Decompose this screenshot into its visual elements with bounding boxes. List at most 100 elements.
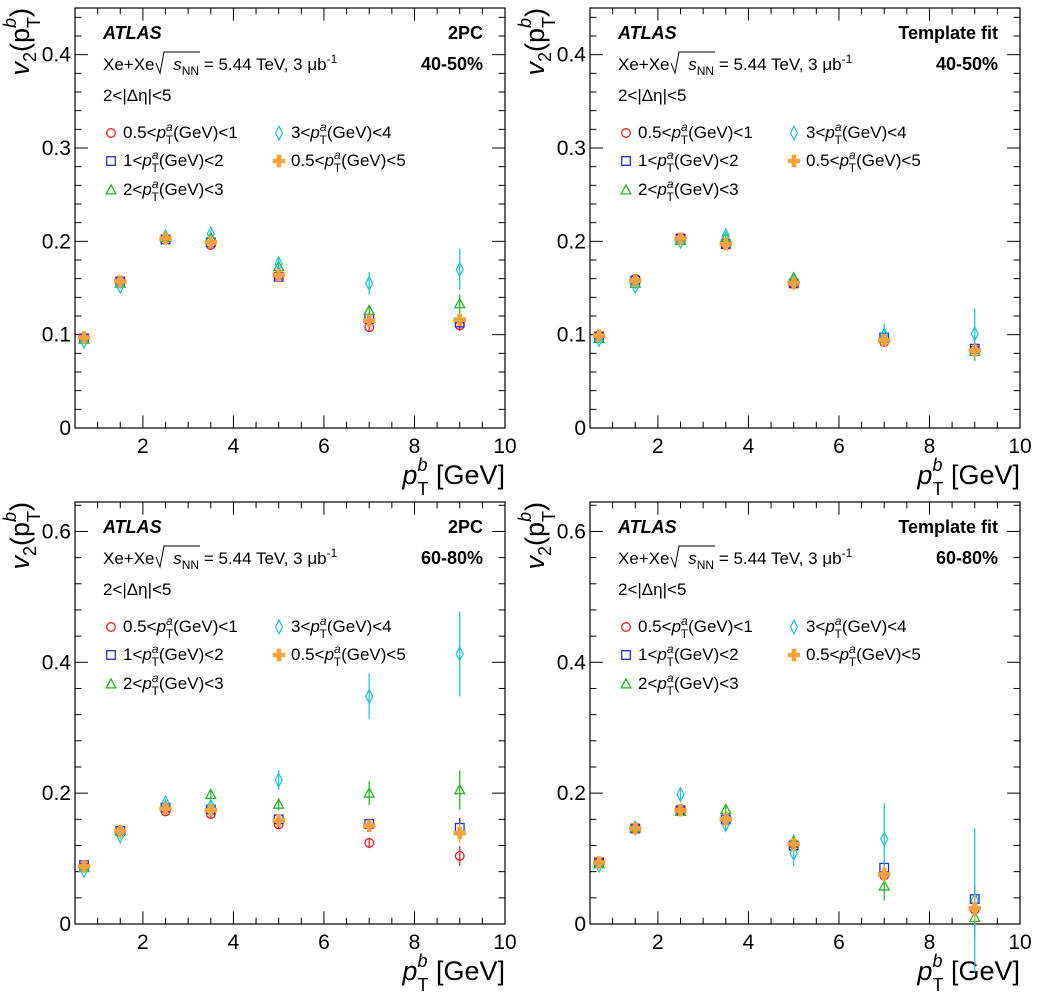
y-tick-label: 0.4 [557, 651, 587, 674]
y-tick-label: 0.6 [557, 520, 586, 543]
data-point [454, 851, 465, 861]
legend-entry: 3<pa T(GeV)<4 [806, 614, 907, 641]
data-point [363, 819, 376, 833]
x-tick-label: 4 [743, 435, 755, 458]
data-point [455, 261, 464, 278]
legend-entry: 2<pa T(GeV)<3 [638, 177, 739, 204]
y-tick-label: 0.6 [42, 520, 71, 543]
panel-3: 2 4 6 8 10 0 0.2 0.4 0.6 pb T [GeV] v2(pb T) ATLAS 2PC… [0, 501, 517, 994]
x-axis-label: pb T [GeV] [401, 951, 505, 994]
data-point [272, 268, 285, 282]
legend-entry: 0.5<pa T(GeV)<5 [806, 642, 921, 669]
series [79, 806, 465, 872]
method-label: Template fit [898, 517, 998, 537]
data-point [77, 860, 91, 873]
series [78, 231, 466, 344]
y-tick-label: 0.2 [42, 230, 71, 253]
legend-entry: 0.5<pa T(GeV)<1 [123, 120, 238, 147]
x-tick-label: 2 [652, 931, 664, 954]
legend-entry: 1<pa T(GeV)<2 [123, 148, 224, 175]
legend-entry: 2<pa T(GeV)<3 [638, 671, 739, 698]
sqrt-sign [670, 545, 715, 569]
y-axis-label: v2(pb T) [515, 8, 559, 76]
data-point [674, 232, 687, 245]
series [79, 233, 465, 343]
data-point [453, 313, 466, 326]
legend-marker [105, 183, 117, 195]
data-point [719, 237, 732, 251]
legend-marker [106, 156, 116, 166]
panel-4: 2 4 6 8 10 0 0.2 0.4 0.6 pb T [GeV] v2(pb T) ATLAS Tem… [515, 501, 1032, 994]
x-tick-label: 6 [318, 931, 330, 954]
system-label: Xe+Xe sNN = 5.44 TeV, 3 μb-1 [618, 546, 853, 572]
legend-marker [272, 154, 286, 168]
atlas-label: ATLAS [102, 517, 162, 537]
y-tick-label: 0.4 [557, 44, 587, 67]
data-point [970, 325, 979, 342]
legend-marker [789, 618, 799, 636]
legend-entry: 1<pa T(GeV)<2 [638, 148, 739, 175]
data-point [592, 856, 606, 869]
y-tick-label: 0.3 [557, 137, 586, 160]
legend-entry: 0.5<pa T(GeV)<5 [291, 148, 406, 175]
x-tick-label: 8 [924, 931, 936, 954]
series [79, 802, 465, 871]
atlas-label: ATLAS [617, 517, 677, 537]
centrality-label: 40-50% [421, 54, 483, 74]
y-tick-label: 0.1 [557, 324, 586, 347]
data-point [631, 277, 640, 295]
y-axis-label: v2(pb T) [0, 8, 44, 76]
data-point [878, 868, 891, 881]
series [77, 802, 466, 873]
x-tick-label: 4 [228, 931, 240, 954]
data-point [364, 275, 374, 292]
y-tick-label: 0.1 [42, 324, 71, 347]
x-tick-label: 8 [409, 931, 421, 954]
data-point [272, 797, 285, 809]
panel-2: 2 4 6 8 10 0 0.1 0.2 0.3 0.4 pb T [GeV] v2(pb T) ATLAS… [515, 7, 1032, 499]
x-tick-label: 8 [924, 435, 936, 458]
legend-marker [105, 677, 117, 689]
data-point [363, 786, 376, 798]
data-point [114, 275, 127, 288]
method-label: 2PC [448, 23, 483, 43]
centrality-label: 60-80% [936, 548, 998, 568]
y-tick-label: 0 [574, 417, 586, 440]
data-point [676, 786, 685, 803]
plot-frame [589, 7, 1021, 429]
data-point [77, 331, 91, 344]
panel-1: 2 4 6 8 10 0 0.1 0.2 0.3 0.4 pb T [GeV] v2(pb T) ATLAS… [0, 7, 517, 499]
series [593, 231, 981, 361]
x-axis-label: pb T [GeV] [401, 455, 505, 499]
legend-entry: 0.5<pa T(GeV)<1 [638, 120, 753, 147]
x-tick-label: 10 [1008, 931, 1031, 954]
system-label: Xe+Xe sNN = 5.44 TeV, 3 μb-1 [103, 52, 338, 78]
data-point [116, 827, 125, 844]
x-tick-label: 6 [833, 931, 845, 954]
atlas-label: ATLAS [617, 23, 677, 43]
data-point [878, 879, 891, 891]
y-tick-label: 0 [574, 913, 586, 936]
series [79, 234, 465, 344]
deta-label: 2<|Δη|<5 [618, 86, 686, 105]
y-axis-label: v2(pb T) [0, 502, 44, 570]
data-point [453, 783, 466, 795]
method-label: Template fit [898, 23, 998, 43]
sqrt-sign [670, 51, 715, 75]
series [592, 232, 981, 357]
x-tick-label: 4 [743, 931, 755, 954]
legend-marker [106, 650, 116, 660]
legend-entry: 3<pa T(GeV)<4 [806, 120, 907, 147]
method-label: 2PC [448, 517, 483, 537]
system-label: Xe+Xe sNN = 5.44 TeV, 3 μb-1 [618, 52, 853, 78]
data-point [363, 314, 376, 327]
data-point [787, 837, 800, 851]
series [594, 233, 980, 355]
x-tick-label: 2 [137, 435, 149, 458]
y-tick-label: 0.4 [42, 44, 72, 67]
legend-marker [621, 650, 631, 660]
x-axis-label: pb T [GeV] [916, 455, 1020, 499]
legend-entry: 3<pa T(GeV)<4 [291, 120, 392, 147]
data-point [453, 297, 466, 309]
legend-entry: 0.5<pa T(GeV)<1 [638, 614, 753, 641]
